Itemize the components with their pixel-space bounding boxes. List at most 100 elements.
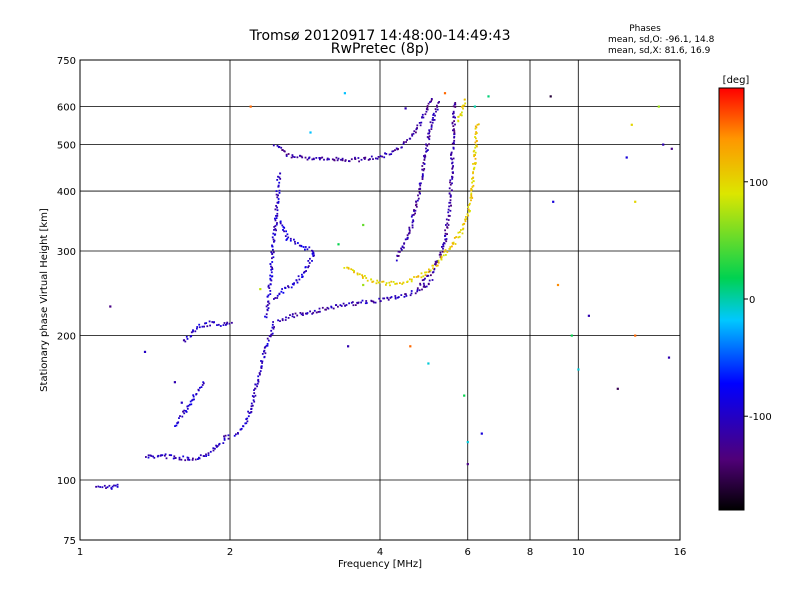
trace-point (182, 410, 184, 413)
trace-point (227, 437, 230, 440)
trace-point (428, 268, 430, 271)
y-tick-label: 500 (57, 141, 76, 152)
trace-point (291, 313, 294, 315)
scatter-point (570, 334, 573, 337)
trace-point (190, 403, 193, 406)
x-tick-label: 1 (77, 547, 83, 558)
trace-point (253, 392, 256, 394)
trace-point (284, 287, 287, 289)
trace-point (293, 316, 296, 319)
trace-point (299, 154, 301, 157)
trace-point (370, 278, 372, 281)
trace-point (427, 132, 430, 135)
trace-point (452, 243, 454, 245)
trace-point (388, 281, 391, 284)
trace-point (422, 169, 425, 172)
trace-point (278, 189, 281, 192)
scatter-point (259, 288, 262, 291)
trace-point (425, 271, 428, 274)
trace-point (193, 398, 195, 401)
trace-point (415, 131, 417, 134)
trace-point (453, 120, 455, 122)
trace-point (435, 262, 437, 264)
trace-point (452, 241, 455, 244)
trace-point (105, 487, 107, 489)
trace-point (423, 163, 426, 165)
trace-point (269, 278, 272, 281)
trace-point (413, 130, 416, 133)
trace-point (423, 155, 425, 157)
trace-point (436, 108, 439, 111)
trace-point (176, 422, 179, 425)
trace-point (431, 279, 434, 281)
trace-point (270, 265, 272, 268)
trace-point (280, 290, 283, 293)
trace-point (415, 201, 418, 203)
trace-point (476, 123, 479, 126)
trace-o-mode-cloud (273, 220, 315, 300)
trace-point (186, 405, 189, 408)
trace-point (271, 236, 274, 239)
trace-point (183, 412, 186, 415)
trace-point (465, 216, 467, 218)
x-tick-label: 10 (572, 547, 585, 558)
trace-point (446, 226, 448, 228)
trace-point (386, 297, 389, 300)
trace-point (273, 239, 276, 242)
trace-point (440, 253, 442, 256)
trace-point (269, 283, 272, 286)
trace-point (173, 455, 176, 458)
trace-point (242, 425, 245, 428)
trace-point (450, 154, 452, 156)
trace-point (271, 245, 274, 248)
x-axis-ticks: 1 2 4 6 8 10 16 (77, 547, 687, 558)
trace-point (376, 157, 379, 160)
trace-point (291, 154, 294, 156)
trace-point (476, 145, 478, 148)
y-tick-label: 200 (57, 332, 76, 343)
trace-point (435, 110, 437, 113)
trace-point (424, 154, 426, 157)
x-tick-label: 16 (674, 547, 687, 558)
scatter-point (362, 223, 365, 227)
trace-point (364, 275, 366, 277)
trace-point (257, 380, 260, 383)
trace-point (250, 411, 253, 413)
trace-point (399, 251, 401, 253)
trace-o-mode-rise (233, 321, 275, 437)
trace-point (326, 306, 329, 309)
trace-point (183, 339, 185, 341)
trace-point (383, 156, 386, 159)
trace-point (333, 159, 336, 162)
trace-point (411, 224, 414, 227)
trace-point (450, 151, 453, 154)
trace-point (430, 100, 432, 103)
trace-point (276, 212, 279, 215)
trace-point (391, 150, 394, 153)
trace-point (451, 167, 454, 170)
trace-point (472, 184, 475, 187)
trace-point (356, 273, 359, 276)
trace-point (97, 485, 100, 488)
trace-point (378, 281, 381, 284)
trace-point (426, 144, 429, 147)
trace-point (283, 230, 285, 233)
trace-point (294, 312, 297, 315)
trace-point (309, 257, 311, 260)
plot-grid (80, 60, 680, 540)
trace-point (361, 274, 363, 277)
trace-point (266, 308, 269, 311)
trace-point (415, 276, 418, 278)
trace-point (315, 157, 318, 159)
trace-point (404, 293, 406, 295)
trace-point (200, 386, 203, 388)
trace-point (298, 278, 301, 281)
trace-point (452, 165, 454, 167)
trace-point (434, 260, 437, 263)
trace-point (297, 242, 299, 244)
trace-point (454, 116, 456, 119)
trace-point (304, 248, 306, 251)
trace-point (350, 301, 353, 304)
trace-point (413, 209, 415, 211)
trace-point (274, 219, 277, 222)
